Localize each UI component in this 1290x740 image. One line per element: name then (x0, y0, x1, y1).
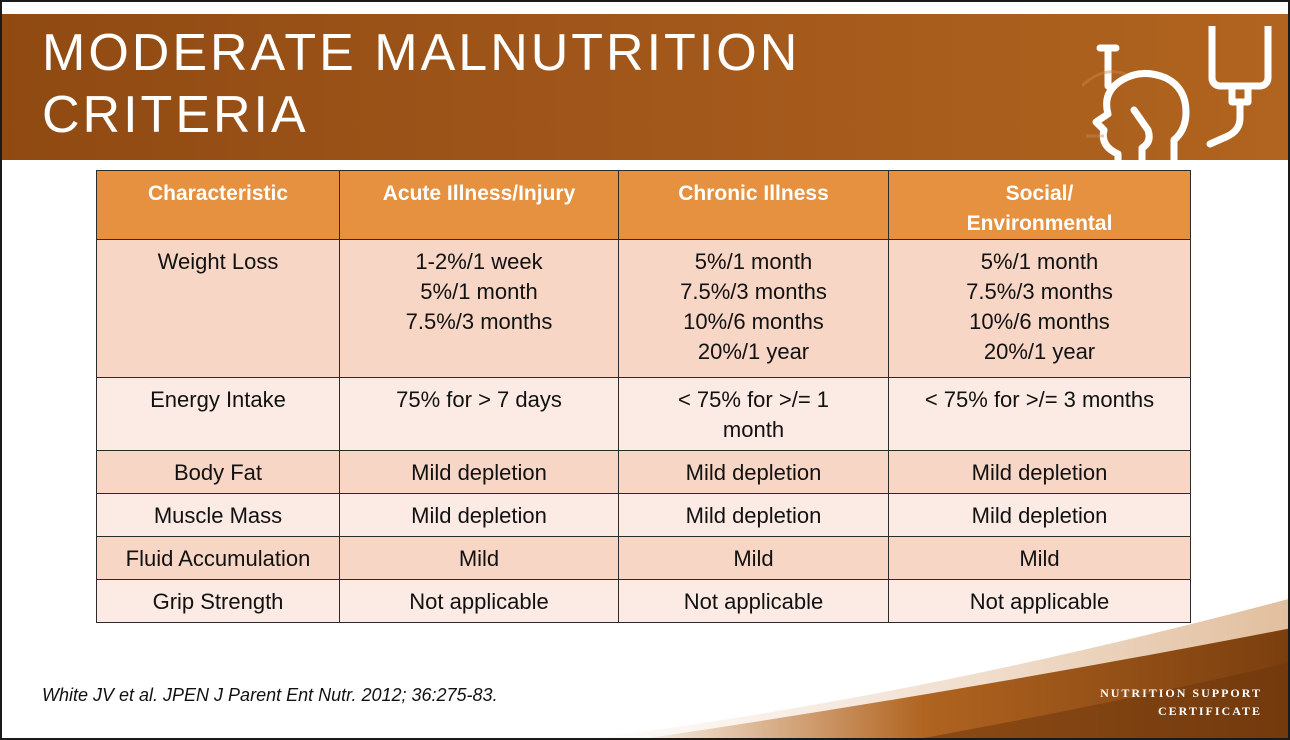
cell-text: 7.5%/3 months (680, 279, 827, 304)
cell-text: 10%/6 months (683, 309, 824, 334)
cell-text: month (722, 417, 785, 442)
table-cell: Mild depletion (888, 450, 1191, 494)
table-row: Muscle Mass Mild depletion Mild depletion M… (96, 493, 1191, 537)
row-label-cell: Energy Intake (96, 377, 340, 451)
slide-title-line-2: CRITERIA (42, 86, 309, 144)
cell-text: 20%/1 year (983, 339, 1096, 364)
cell-text: 75% for > 7 days (396, 387, 562, 412)
cell-text: 7.5%/3 months (405, 309, 553, 334)
cell-text: 7.5%/3 months (966, 279, 1113, 304)
column-header: Characteristic (96, 170, 340, 240)
table-cell: Not applicable (618, 579, 889, 623)
table-header-row: Characteristic Acute Illness/Injury Chroni… (96, 170, 1191, 240)
brand-mark: NUTRITION SUPPORT CERTIFICATE (1100, 684, 1262, 720)
cell-text: Mild (1019, 546, 1060, 571)
cell-text: Not applicable (683, 589, 824, 614)
cell-text: Mild (733, 546, 774, 571)
cell-text: Mild depletion (411, 460, 547, 485)
row-label-cell: Fluid Accumulation (96, 536, 340, 580)
slide-title: MODERATE MALNUTRITION CRITERIA (42, 22, 800, 146)
table-cell: Mild (339, 536, 619, 580)
table-cell: Mild (888, 536, 1191, 580)
table-cell: Mild (618, 536, 889, 580)
cell-text: < 75% for >/= 3 months (924, 387, 1155, 412)
table-cell: < 75% for >/= 3 months (888, 377, 1191, 451)
column-header: Acute Illness/Injury (339, 170, 619, 240)
cell-text: Mild (458, 546, 500, 571)
cell-text: 10%/6 months (969, 309, 1110, 334)
cell-text: 5%/1 month (420, 279, 538, 304)
cell-text: 5%/1 month (694, 249, 813, 274)
column-header-text: Acute Illness/Injury (382, 182, 576, 205)
cell-text: 20%/1 year (697, 339, 810, 364)
table-cell: 5%/1 month 7.5%/3 months 10%/6 months 20%/1… (888, 239, 1191, 378)
cell-text: Mild depletion (971, 460, 1108, 485)
table-cell: Mild depletion (618, 450, 889, 494)
citation: White JV et al. JPEN J Parent Ent Nutr. … (42, 685, 498, 705)
title-band: MODERATE MALNUTRITION CRITERIA (2, 14, 1288, 172)
table-cell: Not applicable (339, 579, 619, 623)
cell-text: Mild depletion (411, 503, 547, 528)
table-cell: Mild depletion (618, 493, 889, 537)
row-label-cell: Muscle Mass (96, 493, 340, 537)
column-header-text: Environmental (966, 212, 1113, 235)
cell-text: Not applicable (969, 589, 1110, 614)
cell-text: Mild depletion (685, 460, 822, 485)
table-cell: < 75% for >/= 1 month (618, 377, 889, 451)
table-cell: Mild depletion (888, 493, 1191, 537)
column-header: Social/Environmental (888, 170, 1191, 240)
cell-text: Mild depletion (685, 503, 822, 528)
cell-text: 1-2%/1 week (415, 249, 543, 274)
row-label-cell: Body Fat (96, 450, 340, 494)
cell-text: < 75% for >/= 1 (677, 387, 830, 412)
table-row: Grip Strength Not applicable Not applicabl… (96, 579, 1191, 623)
column-header-text: Chronic Illness (678, 182, 829, 205)
brand-line-1: NUTRITION SUPPORT (1100, 686, 1262, 700)
table-cell: 5%/1 month 7.5%/3 months 10%/6 months 20%/1… (618, 239, 889, 378)
table-cell: Mild depletion (339, 493, 619, 537)
table-cell: Mild depletion (339, 450, 619, 494)
table-body: Weight Loss 1-2%/1 week 5%/1 month 7.5%/3 m… (96, 239, 1191, 623)
row-label-text: Grip Strength (152, 589, 284, 614)
table-row: Weight Loss 1-2%/1 week 5%/1 month 7.5%/3 m… (96, 239, 1191, 378)
cell-text: Mild depletion (971, 503, 1108, 528)
iv-bag-head-logo-icon (1082, 26, 1272, 172)
table-cell: 75% for > 7 days (339, 377, 619, 451)
table-row: Fluid Accumulation Mild Mild Mild (96, 536, 1191, 580)
table-row: Energy Intake 75% for > 7 days < 75% for >… (96, 377, 1191, 451)
row-label-text: Weight Loss (157, 249, 279, 274)
row-label-text: Body Fat (173, 460, 263, 485)
column-header-text: Social/ (1005, 182, 1074, 205)
table-row: Body Fat Mild depletion Mild depletion Mild… (96, 450, 1191, 494)
criteria-table: Characteristic Acute Illness/Injury Chroni… (96, 170, 1191, 623)
table-cell: 1-2%/1 week 5%/1 month 7.5%/3 months (339, 239, 619, 378)
row-label-text: Muscle Mass (153, 503, 283, 528)
brand-line-2: CERTIFICATE (1157, 704, 1262, 718)
column-header-text: Characteristic (147, 182, 289, 205)
row-label-cell: Weight Loss (96, 239, 340, 378)
cell-text: Not applicable (409, 589, 549, 614)
column-header: Chronic Illness (618, 170, 889, 240)
table-cell: Not applicable (888, 579, 1191, 623)
row-label-text: Energy Intake (150, 387, 286, 412)
row-label-text: Fluid Accumulation (125, 546, 311, 571)
row-label-cell: Grip Strength (96, 579, 340, 623)
cell-text: 5%/1 month (980, 249, 1099, 274)
slide-title-line-1: MODERATE MALNUTRITION (42, 24, 801, 82)
